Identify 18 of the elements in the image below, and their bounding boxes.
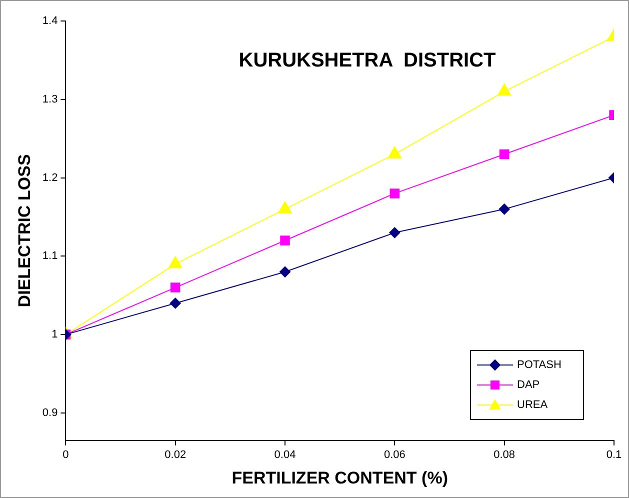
x-tick-label: 0.08: [494, 449, 516, 462]
text: KURUKSHETRA DISTRICT: [238, 50, 496, 72]
x-tick-label: 0.02: [164, 449, 186, 462]
legend-label: POTASH: [517, 359, 562, 372]
y-axis-title: DIELECTRIC LOSS: [14, 154, 34, 308]
y-tick-label: 1.1: [42, 250, 58, 262]
x-axis-title: FERTILIZER CONTENT (%): [232, 468, 448, 488]
y-tick-label: 1: [52, 328, 58, 341]
y-tick-label: 0.9: [42, 406, 58, 419]
y-tick-label: 1.3: [42, 93, 58, 106]
x-tick-label: 0.06: [384, 449, 406, 462]
y-tick-label: 1.4: [42, 15, 58, 28]
legend-label: UREA: [517, 399, 548, 412]
y-tick-label: 1.2: [42, 172, 58, 184]
x-tick-label: 0.04: [274, 449, 296, 462]
x-tick-label: 0.1: [606, 449, 622, 462]
legend-label: DAP: [517, 379, 540, 392]
x-tick-label: 0: [62, 449, 69, 462]
